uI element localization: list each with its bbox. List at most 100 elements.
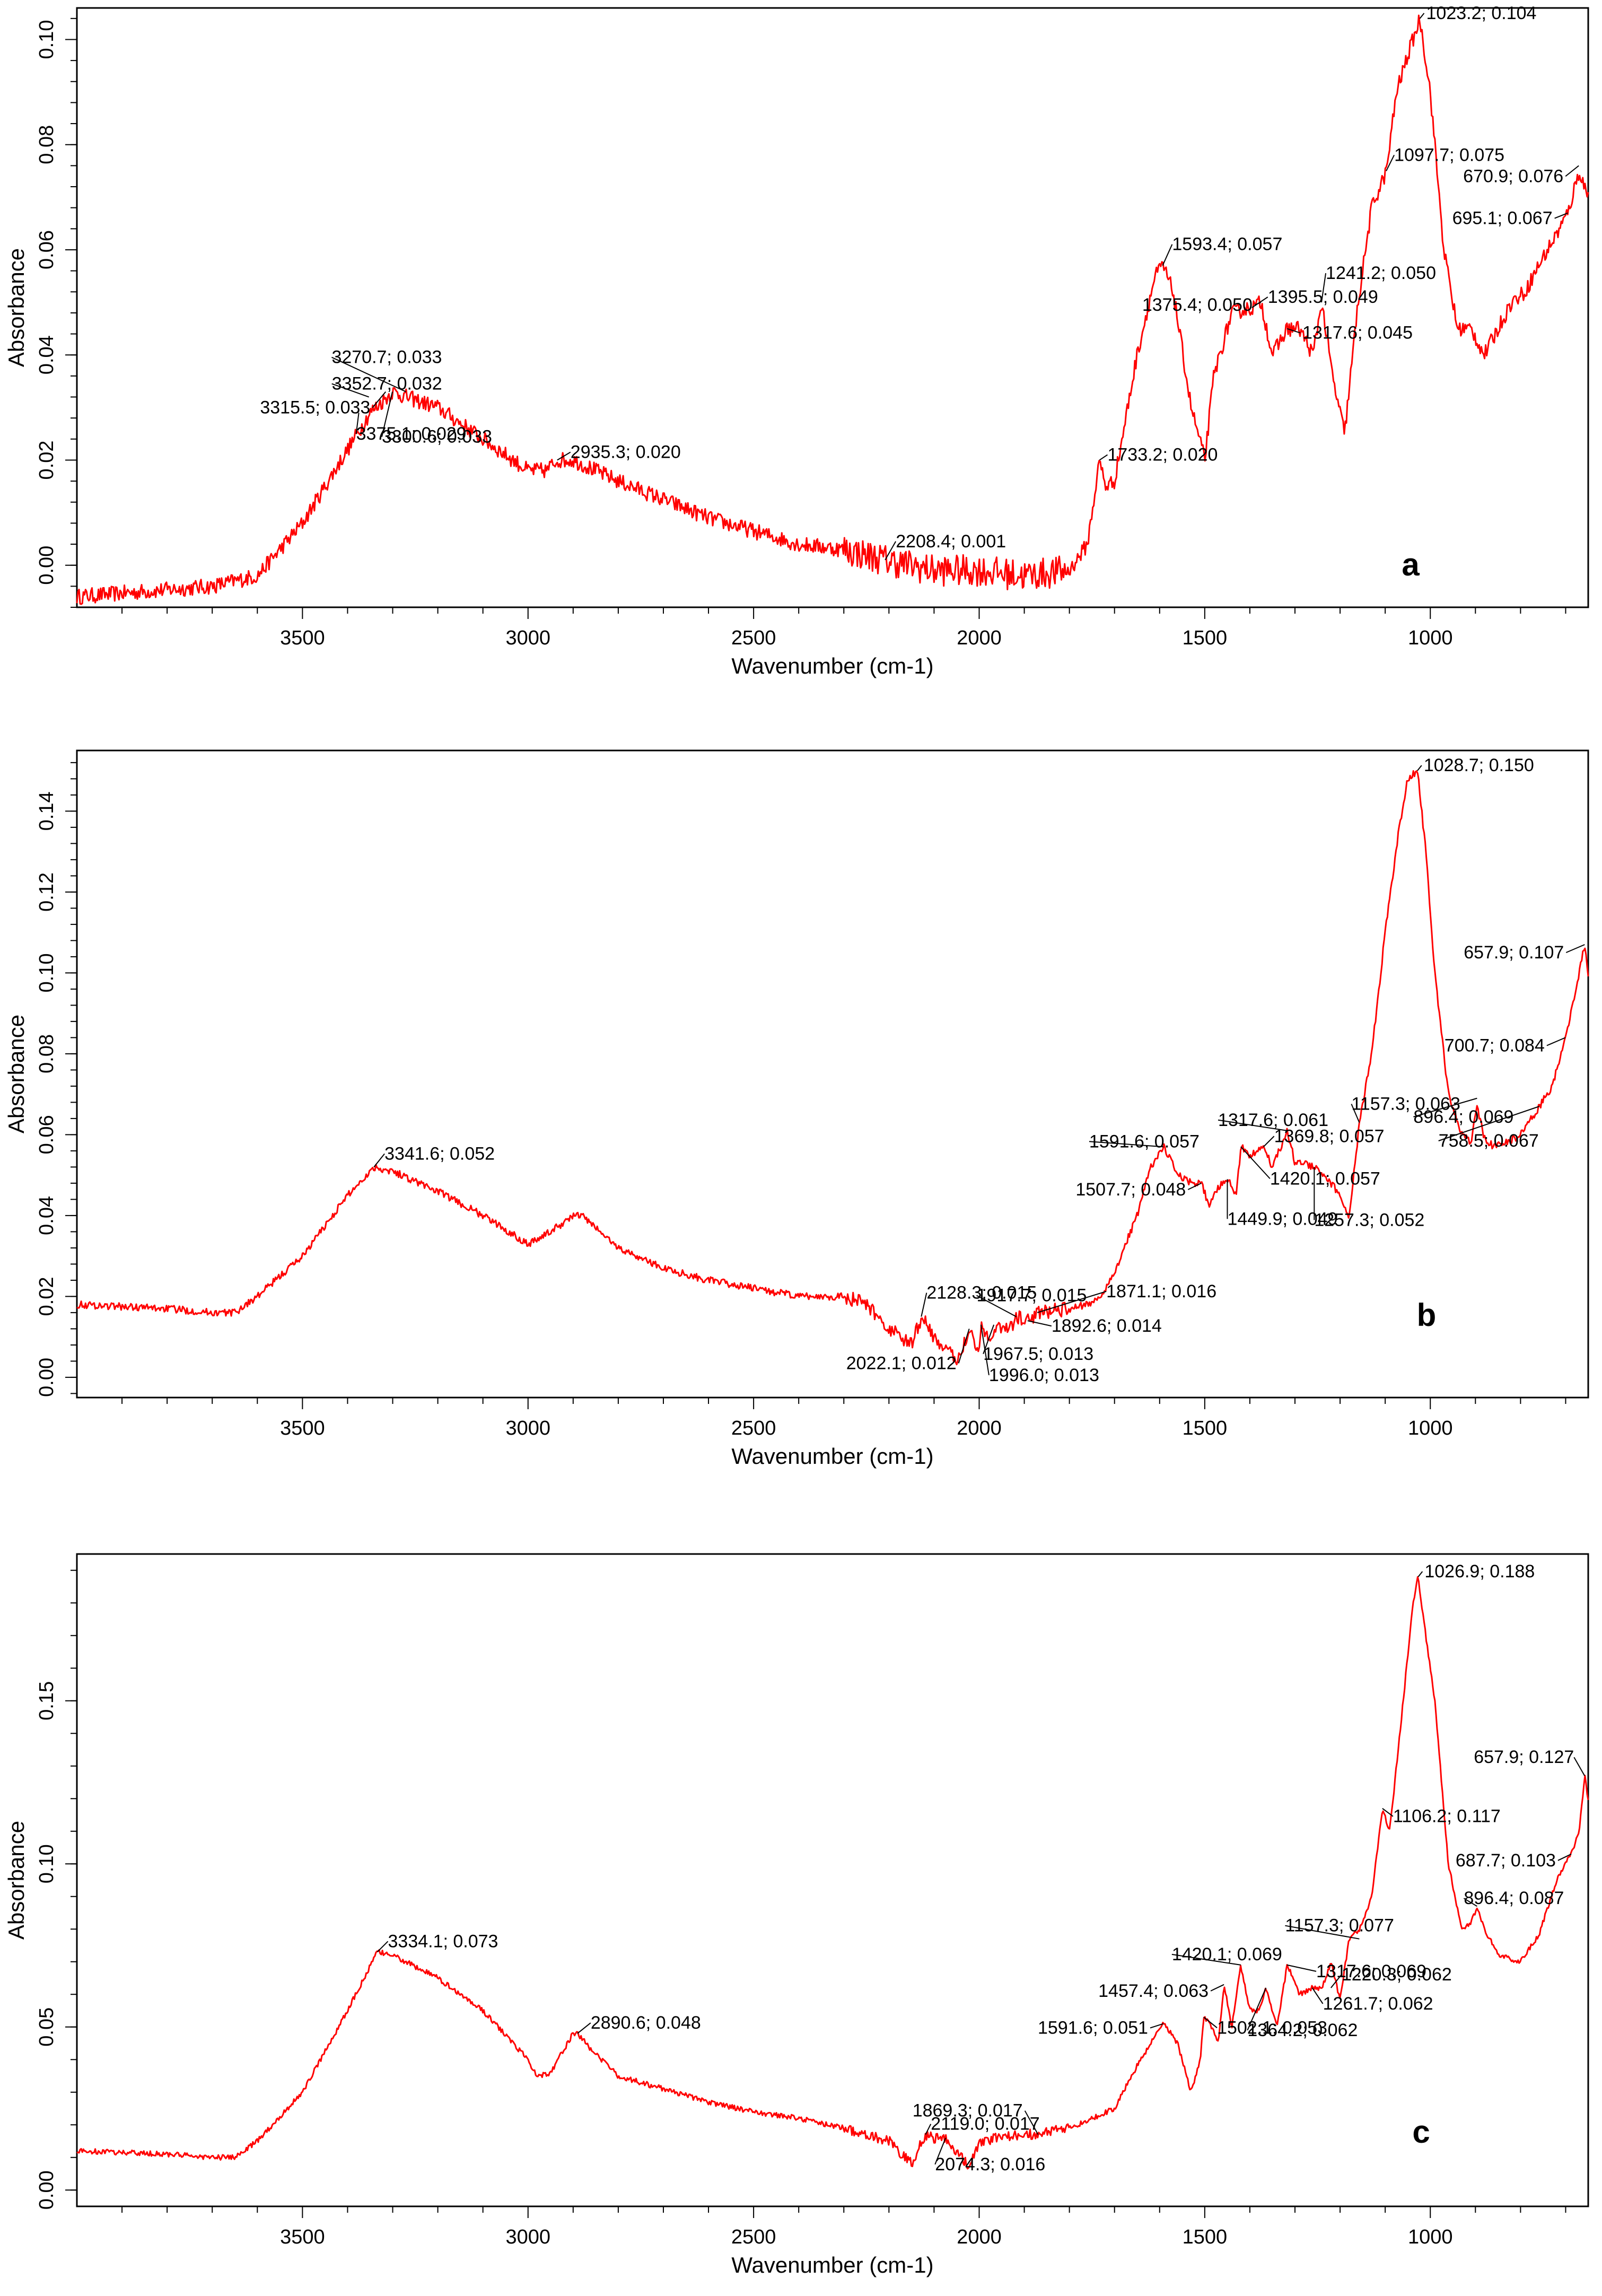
y-tick-label: 0.04 — [36, 335, 58, 374]
panel-letter-b: b — [1417, 1297, 1437, 1333]
peak-leader-line — [381, 391, 393, 437]
x-tick-label: 3000 — [505, 627, 550, 649]
peak-leader-line — [1573, 1757, 1586, 1776]
peak-leader-line — [372, 391, 387, 408]
peak-leader-line — [1254, 302, 1262, 306]
x-tick-label: 3000 — [505, 2226, 550, 2248]
peak-leader-line — [885, 541, 897, 561]
peak-leader-line — [1286, 1964, 1317, 1972]
peak-label: 3300.6; 0.033 — [382, 427, 492, 447]
y-tick-label: 0.10 — [36, 953, 58, 992]
peak-label: 3375.1; 0.029 — [356, 424, 467, 444]
peak-leader-line — [1565, 944, 1585, 953]
peak-label: 695.1; 0.067 — [1452, 208, 1553, 229]
x-tick-label: 1500 — [1183, 2226, 1228, 2248]
peak-leader-line — [1285, 1925, 1360, 1940]
peak-label: 1241.2; 0.050 — [1326, 263, 1436, 283]
peak-leader-line — [1203, 2016, 1218, 2029]
x-tick-label: 3000 — [505, 1417, 550, 1439]
peak-leader-line — [377, 1941, 389, 1953]
y-axis-title: Absorbance — [4, 1015, 29, 1133]
peak-leader-line — [331, 383, 370, 398]
peak-label: 1369.8; 0.057 — [1274, 1126, 1385, 1146]
chart-panel-c: 3500 3000 2500 2000 1500 1000 0.00 0.05 0.10 0.15… — [4, 1553, 1589, 2277]
peak-label: 1871.1; 0.016 — [1106, 1281, 1216, 1302]
peak-label: 3352.7; 0.032 — [332, 374, 442, 394]
peak-label: 3270.7; 0.033 — [331, 347, 442, 368]
peak-label: 1967.5; 0.013 — [983, 1344, 1093, 1364]
peak-label: 1593.4; 0.057 — [1172, 234, 1282, 255]
x-tick-label: 1000 — [1408, 2226, 1453, 2248]
peak-leader-line — [1386, 154, 1395, 171]
peak-leader-line — [1187, 1182, 1202, 1190]
peak-label: 758.5; 0.067 — [1439, 1131, 1539, 1151]
x-tick-label: 1500 — [1183, 1417, 1228, 1439]
peak-leader-line — [925, 2124, 932, 2135]
y-tick-label: 0.14 — [36, 791, 58, 831]
y-tick-label: 0.00 — [36, 1358, 58, 1397]
peak-leader-line — [373, 1153, 385, 1167]
peak-leader-line — [1162, 244, 1173, 266]
x-tick-label: 2000 — [957, 2226, 1002, 2248]
peak-leader-line — [1321, 273, 1327, 303]
chart-panel-a: 3500 3000 2500 2000 1500 1000 0.00 0.02 0.04 0.06… — [4, 3, 1589, 678]
peak-leader-line — [1330, 1974, 1342, 1988]
peak-leader-line — [1240, 1146, 1271, 1179]
peak-label: 896.4; 0.087 — [1464, 1888, 1564, 1908]
y-tick-label: 0.08 — [36, 125, 58, 164]
peak-leader-line — [1382, 1808, 1394, 1817]
peak-label: 1026.9; 0.188 — [1424, 1561, 1535, 1582]
peak-leader-line — [1037, 1290, 1107, 1313]
peak-label: 2128.3; 0.015 — [926, 1283, 1037, 1303]
peak-label: 2935.3; 0.020 — [571, 442, 681, 462]
x-tick-label: 2000 — [957, 627, 1002, 649]
peak-leader-line — [1554, 212, 1569, 219]
panel-letter-c: c — [1412, 2114, 1430, 2150]
y-axis-title: Absorbance — [4, 248, 29, 367]
peak-label: 1507.7; 0.048 — [1075, 1180, 1186, 1200]
y-tick-label: 0.15 — [36, 1681, 58, 1721]
peak-leader-line — [1417, 765, 1422, 771]
peak-leader-line — [577, 2022, 591, 2034]
peak-leader-line — [1419, 13, 1425, 19]
peak-leader-line — [1413, 1097, 1477, 1118]
y-tick-label: 0.00 — [36, 2170, 58, 2210]
peak-leader-line — [331, 356, 406, 392]
y-tick-label: 0.00 — [36, 546, 58, 585]
panel-letter-a: a — [1402, 547, 1420, 582]
peak-leader-line — [921, 1293, 927, 1317]
x-tick-label: 1000 — [1408, 1417, 1453, 1439]
peak-label: 1591.6; 0.057 — [1089, 1131, 1200, 1151]
peak-leader-line — [1557, 1853, 1572, 1861]
peak-label: 3334.1; 0.073 — [388, 1931, 498, 1951]
peak-leader-line — [1463, 1898, 1477, 1907]
peak-label: 657.9; 0.107 — [1464, 942, 1564, 963]
y-tick-label: 0.02 — [36, 440, 58, 479]
peak-leader-line — [976, 1295, 1017, 1317]
peak-label: 1317.6; 0.061 — [1218, 1110, 1328, 1130]
peak-label: 1420.1; 0.057 — [1270, 1168, 1380, 1189]
peak-label: 1261.7; 0.062 — [1323, 1994, 1433, 2014]
y-tick-label: 0.06 — [36, 1115, 58, 1154]
peak-label: 3315.5; 0.033 — [260, 398, 370, 418]
peak-label: 1375.4; 0.050 — [1142, 295, 1253, 315]
peak-leader-line — [557, 451, 571, 461]
peak-leader-line — [1150, 2023, 1164, 2029]
x-tick-label: 2500 — [731, 1417, 776, 1439]
x-tick-label: 2500 — [731, 627, 776, 649]
chart-panel-b: 3500 3000 2500 2000 1500 1000 0.00 0.02 0.04 0.06… — [4, 749, 1589, 1469]
peak-leader-line — [1565, 165, 1579, 177]
peak-leader-line — [1171, 1953, 1241, 1966]
spectrum-line-c — [76, 1576, 1589, 2170]
peak-label: 1502.1; 0.053 — [1217, 2018, 1327, 2038]
peak-label: 1996.0; 0.013 — [989, 1365, 1099, 1385]
peak-leader-line — [355, 413, 360, 434]
peak-label: 1317.6; 0.069 — [1316, 1961, 1426, 1981]
peak-label: 687.7; 0.103 — [1456, 1850, 1556, 1871]
peak-label: 1023.2; 0.104 — [1426, 3, 1537, 23]
spectrum-line-b — [76, 770, 1589, 1366]
peak-label: 1733.2; 0.020 — [1107, 444, 1218, 465]
y-tick-label: 0.02 — [36, 1277, 58, 1316]
peak-label: 1106.2; 0.117 — [1393, 1806, 1501, 1827]
